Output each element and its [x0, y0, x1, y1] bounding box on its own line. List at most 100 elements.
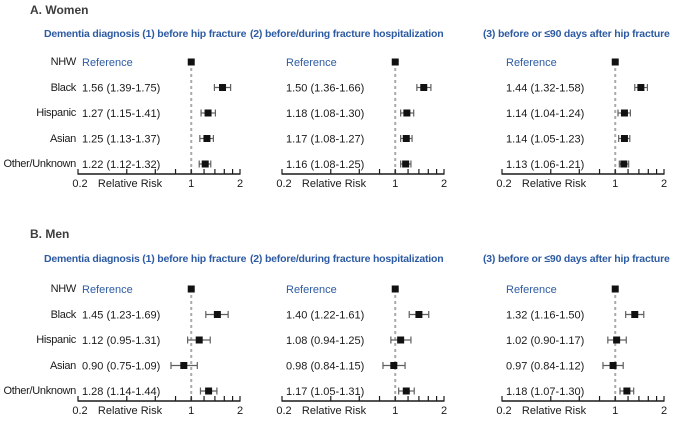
reference-text: Reference	[82, 57, 133, 69]
point-marker	[187, 58, 195, 66]
estimate-text: 1.32 (1.16-1.50)	[506, 310, 584, 322]
tick-label: 0.2	[496, 405, 511, 417]
subplot-title-a2: (2) before/during fracture hospitalizati…	[250, 28, 444, 40]
tick-label: 1	[392, 405, 398, 417]
estimate-text: 1.25 (1.13-1.37)	[82, 134, 160, 146]
point-marker	[213, 311, 221, 318]
panel-a-header: A. Women	[30, 3, 89, 17]
point-marker	[390, 362, 398, 369]
reference-text: Reference	[506, 284, 557, 296]
reference-text: Reference	[506, 57, 557, 69]
forest-subplot: Reference 1.50 (1.36-1.66) 1.18 (1.08-1.30…	[276, 57, 447, 190]
tick-label: 0.2	[72, 178, 87, 190]
estimate-text: 1.14 (1.05-1.23)	[506, 134, 584, 146]
subplot-title-b2: (2) before/during fracture hospitalizati…	[250, 253, 444, 265]
point-marker	[611, 58, 619, 66]
estimate-text: 1.17 (1.05-1.31)	[286, 386, 364, 398]
point-marker	[631, 311, 639, 318]
point-marker	[402, 387, 410, 395]
point-marker	[201, 160, 209, 168]
estimate-text: 1.12 (0.95-1.31)	[82, 335, 160, 347]
estimate-text: 1.44 (1.32-1.58)	[506, 83, 584, 95]
subplot-title-a3: (3) before or ≤90 days after hip fractur…	[483, 28, 670, 40]
x-axis-label: Relative Risk	[522, 178, 587, 190]
estimate-text: 1.18 (1.07-1.30)	[506, 386, 584, 398]
estimate-text: 1.56 (1.39-1.75)	[82, 83, 160, 95]
estimate-text: 0.90 (0.75-1.09)	[82, 361, 160, 373]
point-marker	[415, 311, 423, 318]
estimate-text: 1.13 (1.06-1.21)	[506, 159, 584, 171]
point-marker	[391, 58, 399, 66]
tick-label: 2	[441, 405, 447, 417]
tick-label: 2	[441, 178, 447, 190]
reference-text: Reference	[286, 284, 337, 296]
reference-text: Reference	[82, 284, 133, 296]
row-label: Hispanic	[36, 334, 76, 346]
estimate-text: 1.16 (1.08-1.25)	[286, 159, 364, 171]
point-marker	[203, 135, 211, 142]
forest-subplot: Reference 1.45 (1.23-1.69) 1.12 (0.95-1.31…	[72, 284, 243, 417]
point-marker	[391, 285, 399, 293]
point-marker	[204, 109, 212, 117]
row-label: Other/Unknown	[3, 385, 76, 397]
x-axis-label: Relative Risk	[302, 178, 367, 190]
row-label: Black	[50, 308, 77, 321]
tick-label: 0.2	[276, 405, 291, 417]
row-label: Asian	[49, 132, 76, 145]
tick-label: 1	[612, 405, 618, 417]
reference-text: Reference	[286, 57, 337, 69]
tick-label: 2	[661, 405, 667, 417]
point-marker	[609, 362, 617, 369]
point-marker	[637, 84, 645, 91]
point-marker	[620, 135, 628, 142]
tick-label: 2	[237, 178, 243, 190]
tick-label: 1	[612, 178, 618, 190]
panel-b-header: B. Men	[30, 227, 70, 241]
forest-subplot: Reference 1.44 (1.32-1.58) 1.14 (1.04-1.24…	[496, 57, 667, 190]
row-label: Hispanic	[36, 107, 76, 119]
subplot-title-b1: Dementia diagnosis (1) before hip fractu…	[44, 253, 247, 265]
estimate-text: 1.50 (1.36-1.66)	[286, 83, 364, 95]
point-marker	[620, 160, 628, 168]
x-axis-label: Relative Risk	[98, 405, 163, 417]
point-marker	[205, 387, 213, 395]
estimate-text: 1.22 (1.12-1.32)	[82, 159, 160, 171]
point-marker	[402, 135, 410, 142]
tick-label: 1	[188, 178, 194, 190]
x-axis-label: Relative Risk	[98, 178, 163, 190]
point-marker	[620, 109, 628, 117]
forest-subplot: Reference 1.56 (1.39-1.75) 1.27 (1.15-1.41…	[72, 57, 243, 190]
subplot-title-a1: Dementia diagnosis (1) before hip fractu…	[44, 28, 247, 40]
estimate-text: 1.02 (0.90-1.17)	[506, 335, 584, 347]
point-marker	[195, 336, 203, 344]
point-marker	[613, 336, 621, 344]
tick-label: 0.2	[72, 405, 87, 417]
estimate-text: 1.17 (1.08-1.27)	[286, 134, 364, 146]
point-marker	[403, 109, 411, 117]
point-marker	[623, 387, 631, 395]
estimate-text: 1.40 (1.22-1.61)	[286, 310, 364, 322]
estimate-text: 1.45 (1.23-1.69)	[82, 310, 160, 322]
estimate-text: 1.18 (1.08-1.30)	[286, 108, 364, 120]
forest-subplot: Reference 1.32 (1.16-1.50) 1.02 (0.90-1.17…	[496, 284, 667, 417]
tick-label: 1	[392, 178, 398, 190]
row-label: NHW	[50, 56, 77, 68]
tick-label: 2	[237, 405, 243, 417]
point-marker	[180, 362, 188, 369]
point-marker	[397, 336, 405, 344]
estimate-text: 0.97 (0.84-1.12)	[506, 361, 584, 373]
row-label: Black	[50, 81, 77, 94]
tick-label: 0.2	[496, 178, 511, 190]
estimate-text: 0.98 (0.84-1.15)	[286, 361, 364, 373]
estimate-text: 1.28 (1.14-1.44)	[82, 386, 160, 398]
estimate-text: 1.27 (1.15-1.41)	[82, 108, 160, 120]
tick-label: 1	[188, 405, 194, 417]
estimate-text: 1.14 (1.04-1.24)	[506, 108, 584, 120]
tick-label: 2	[661, 178, 667, 190]
row-label: Other/Unknown	[3, 158, 76, 170]
point-marker	[402, 160, 410, 168]
point-marker	[187, 285, 195, 293]
forest-subplot: Reference 1.40 (1.22-1.61) 1.08 (0.94-1.25…	[276, 284, 447, 417]
row-label: NHW	[50, 283, 77, 295]
